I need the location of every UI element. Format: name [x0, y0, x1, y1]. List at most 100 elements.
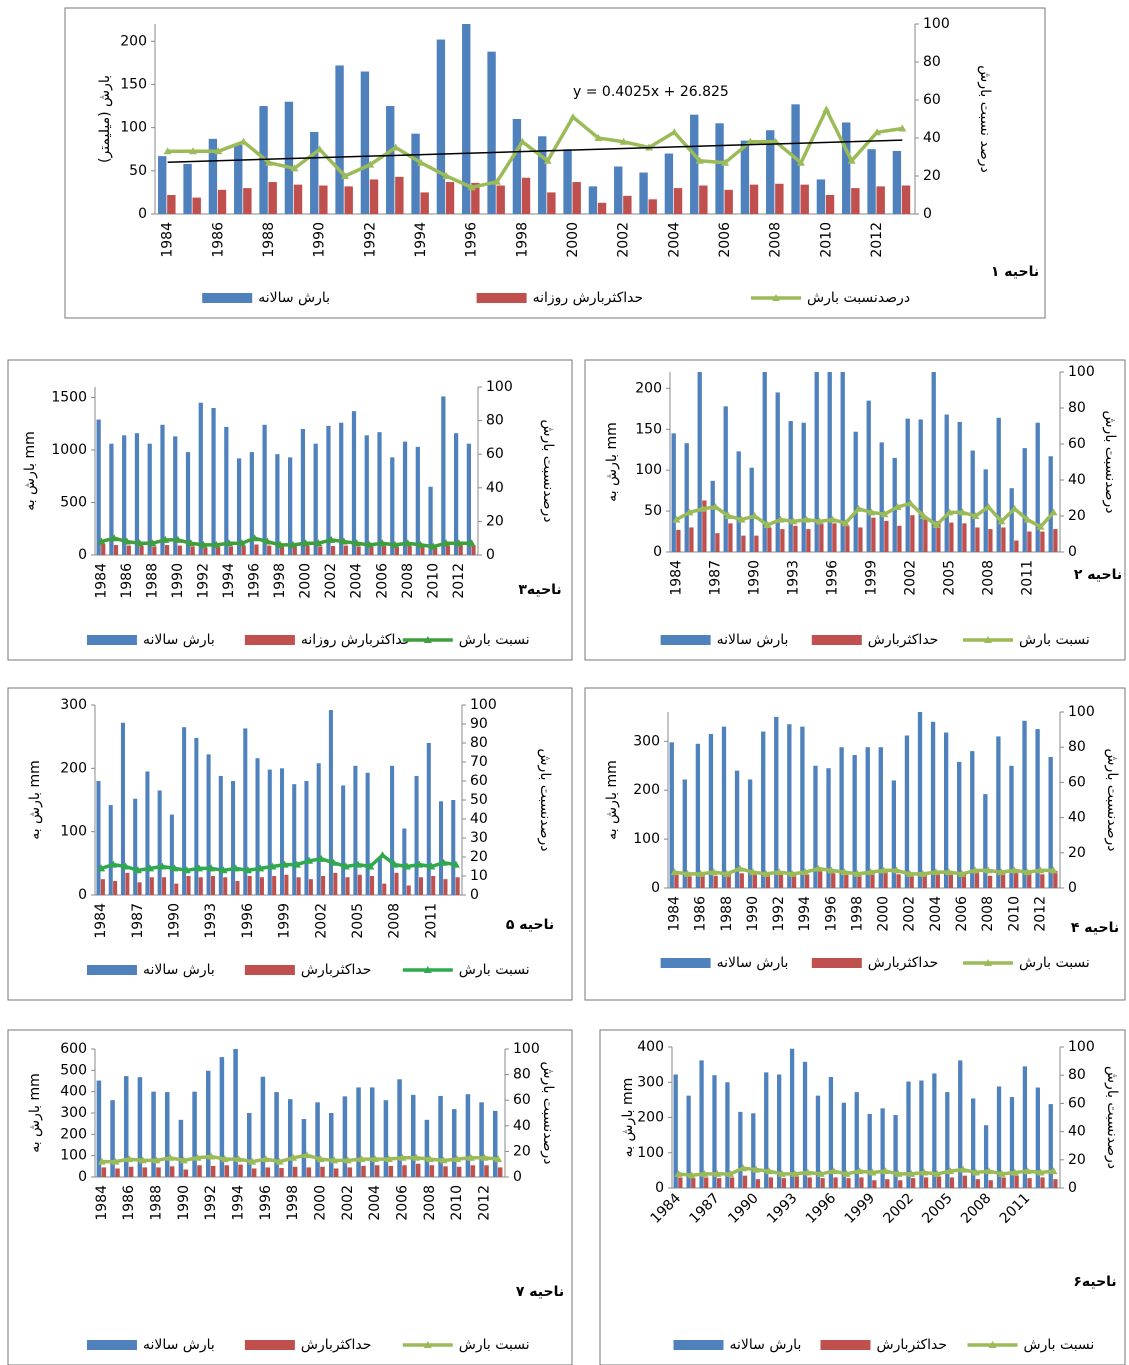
bar [788, 421, 793, 552]
bar [828, 1076, 834, 1188]
y-tick-label: 500 [60, 1062, 87, 1078]
bar [1040, 874, 1045, 888]
bar [133, 798, 138, 895]
legend-label: نسبت بارش [459, 1337, 530, 1353]
chart-frame [7, 359, 573, 661]
bar [174, 883, 179, 895]
bar [208, 138, 218, 214]
line-marker [997, 868, 1006, 876]
bar [1048, 456, 1053, 552]
bar [935, 873, 940, 888]
bar [394, 872, 399, 895]
y-axis-title: بارش به mm [604, 760, 620, 840]
chart-frame [7, 687, 573, 1001]
bar [451, 1109, 457, 1177]
bar [781, 1178, 786, 1188]
bar [236, 458, 242, 555]
bar [962, 1175, 968, 1188]
legend-label: نسبت بارش [1019, 632, 1090, 648]
line-marker [110, 534, 119, 542]
bar [686, 1095, 691, 1188]
line-marker [170, 864, 179, 872]
bar [971, 1098, 976, 1188]
line-marker [250, 534, 259, 542]
x-tick-label: 2004 [367, 1185, 383, 1221]
line-marker [390, 860, 399, 868]
bar [259, 877, 264, 895]
bar [597, 202, 607, 214]
x-tick-label: 2012 [1032, 896, 1048, 932]
bar [365, 772, 370, 895]
x-tick-label: 2012 [451, 563, 467, 599]
bar [957, 761, 962, 888]
y-axis-title: بارش به mm [620, 1078, 636, 1158]
legend-swatch [86, 965, 137, 975]
line-marker [329, 858, 338, 866]
bar [190, 546, 195, 555]
bar [351, 411, 357, 555]
bar [713, 875, 718, 888]
bar [725, 1082, 730, 1188]
y2-tick-label: 60 [923, 92, 941, 108]
bar [353, 765, 358, 895]
line-marker [726, 1169, 735, 1177]
bar [411, 133, 420, 214]
line-marker [748, 868, 757, 876]
legend-swatch [811, 635, 862, 645]
line-marker [138, 1156, 147, 1164]
line-marker [894, 1169, 903, 1177]
x-tick-label: 1990 [167, 903, 183, 939]
bar [357, 874, 362, 895]
bar [249, 452, 254, 555]
bar [970, 751, 975, 888]
legend-marker [984, 636, 992, 643]
bar [957, 421, 962, 552]
bar [235, 881, 240, 895]
bar [970, 450, 975, 552]
bar [715, 123, 724, 214]
bar [149, 877, 154, 895]
bar [156, 1167, 161, 1177]
bar [185, 452, 191, 555]
bar [996, 1086, 1002, 1188]
bar [846, 1178, 851, 1188]
bar [739, 873, 744, 888]
bar [433, 547, 438, 555]
bar [370, 876, 375, 895]
bar [96, 1080, 102, 1177]
x-tick-label: 2012 [869, 222, 885, 258]
bar [369, 545, 374, 555]
bar [390, 457, 395, 555]
bar [909, 875, 914, 888]
bar [383, 1100, 389, 1177]
bar [164, 545, 170, 555]
bar [345, 877, 350, 895]
line-marker [302, 1151, 311, 1159]
line-marker [261, 1155, 270, 1163]
bar [878, 747, 883, 888]
line-marker [881, 1167, 890, 1175]
bar [931, 372, 936, 552]
bar [466, 443, 471, 555]
bar [128, 1166, 134, 1177]
bar [364, 435, 369, 555]
bar [343, 545, 348, 555]
bar [431, 876, 436, 895]
x-tick-label: 1992 [362, 222, 378, 258]
line-marker [683, 869, 692, 877]
bar [778, 872, 784, 888]
y-tick-label: 50 [129, 163, 147, 179]
x-tick-label: 1988 [144, 563, 160, 599]
x-tick-label: 1990 [725, 1190, 762, 1227]
line-marker [816, 1169, 825, 1177]
line-marker [1023, 1167, 1032, 1175]
y2-tick-label: 40 [486, 480, 504, 496]
bar [455, 877, 460, 895]
line-marker [695, 156, 704, 164]
y2-tick-label: 90 [470, 716, 488, 732]
y-tick-label: 0 [651, 880, 660, 896]
line-marker [619, 137, 628, 145]
bar [177, 545, 182, 555]
bar [203, 547, 208, 555]
line-marker [214, 147, 223, 155]
